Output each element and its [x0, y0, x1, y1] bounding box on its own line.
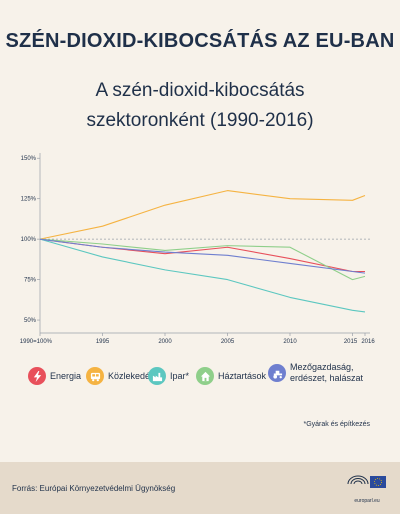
x-tick-label: 1995 [96, 339, 110, 345]
european-parliament-logo[interactable]: europarl.eu [346, 474, 388, 504]
series-line-2 [39, 238, 366, 313]
legend-item-ipar: Ipar* [148, 367, 189, 385]
legend-label-ipar: Ipar* [170, 370, 190, 381]
y-tick-label: 100% [21, 237, 37, 243]
chart-title: A szén-dioxid-kibocsátás szektoronként (… [0, 76, 400, 136]
x-tick-label: 2016 [361, 339, 375, 345]
x-tick-label: 2010 [283, 339, 297, 345]
lightning-icon [28, 367, 46, 385]
legend-label-kozlekedes: Közlekedés [108, 370, 155, 381]
factory-icon [148, 367, 166, 385]
headline: SZÉN-DIOXID-KIBOCSÁTÁS AZ EU-BAN [5, 30, 395, 52]
legend-label-energia: Energia [50, 370, 82, 381]
chart-title-line1: A szén-dioxid-kibocsátás [95, 80, 305, 101]
y-tick-label: 150% [21, 156, 37, 162]
house-icon [196, 367, 214, 385]
y-tick-label: 50% [24, 318, 37, 324]
legend-item-kozlekedes: Közlekedés [86, 367, 155, 385]
x-tick-label: 2000 [158, 339, 172, 345]
x-tick-label: 2005 [221, 339, 235, 345]
footnote: *Gyárak és építkezés [303, 421, 370, 428]
bus-icon [86, 367, 104, 385]
legend: Energia Közlekedés Ipar* Háztartások Mez… [28, 362, 388, 402]
chart-title-line2: szektoronként (1990-2016) [86, 110, 314, 131]
legend-item-mezogazdasag: Mezőgazdaság, erdészet, halászat [268, 362, 385, 384]
footer: Forrás: Európai Környezetvédelmi Ügynöks… [0, 462, 400, 514]
series-line-4 [39, 238, 366, 274]
y-tick-label: 75% [24, 278, 37, 284]
legend-label-mezogazdasag: Mezőgazdaság, erdészet, halászat [290, 362, 364, 383]
series-line-1 [39, 190, 366, 240]
source-text: Forrás: Európai Környezetvédelmi Ügynöks… [12, 484, 176, 493]
line-chart: 50% 75% 100% 125% 150% 1990=100% 1995 2000 2005 2… [20, 153, 375, 345]
x-tick-label: 1990=100% [20, 339, 53, 345]
logo-url[interactable]: europarl.eu [354, 498, 380, 504]
parliament-logo-icon [347, 475, 386, 488]
series-line-3 [39, 238, 366, 281]
x-tick-label: 2015 [344, 339, 358, 345]
tractor-icon [268, 364, 286, 382]
y-tick-label: 125% [21, 197, 37, 203]
legend-label-haztartasok: Háztartások [218, 370, 267, 381]
legend-item-haztartasok: Háztartások [196, 367, 266, 385]
legend-item-energia: Energia [28, 367, 81, 385]
